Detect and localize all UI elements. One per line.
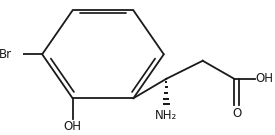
Text: OH: OH bbox=[256, 72, 274, 85]
Text: OH: OH bbox=[64, 120, 82, 133]
Text: NH₂: NH₂ bbox=[155, 109, 177, 122]
Text: O: O bbox=[232, 107, 241, 120]
Text: Br: Br bbox=[0, 48, 12, 61]
